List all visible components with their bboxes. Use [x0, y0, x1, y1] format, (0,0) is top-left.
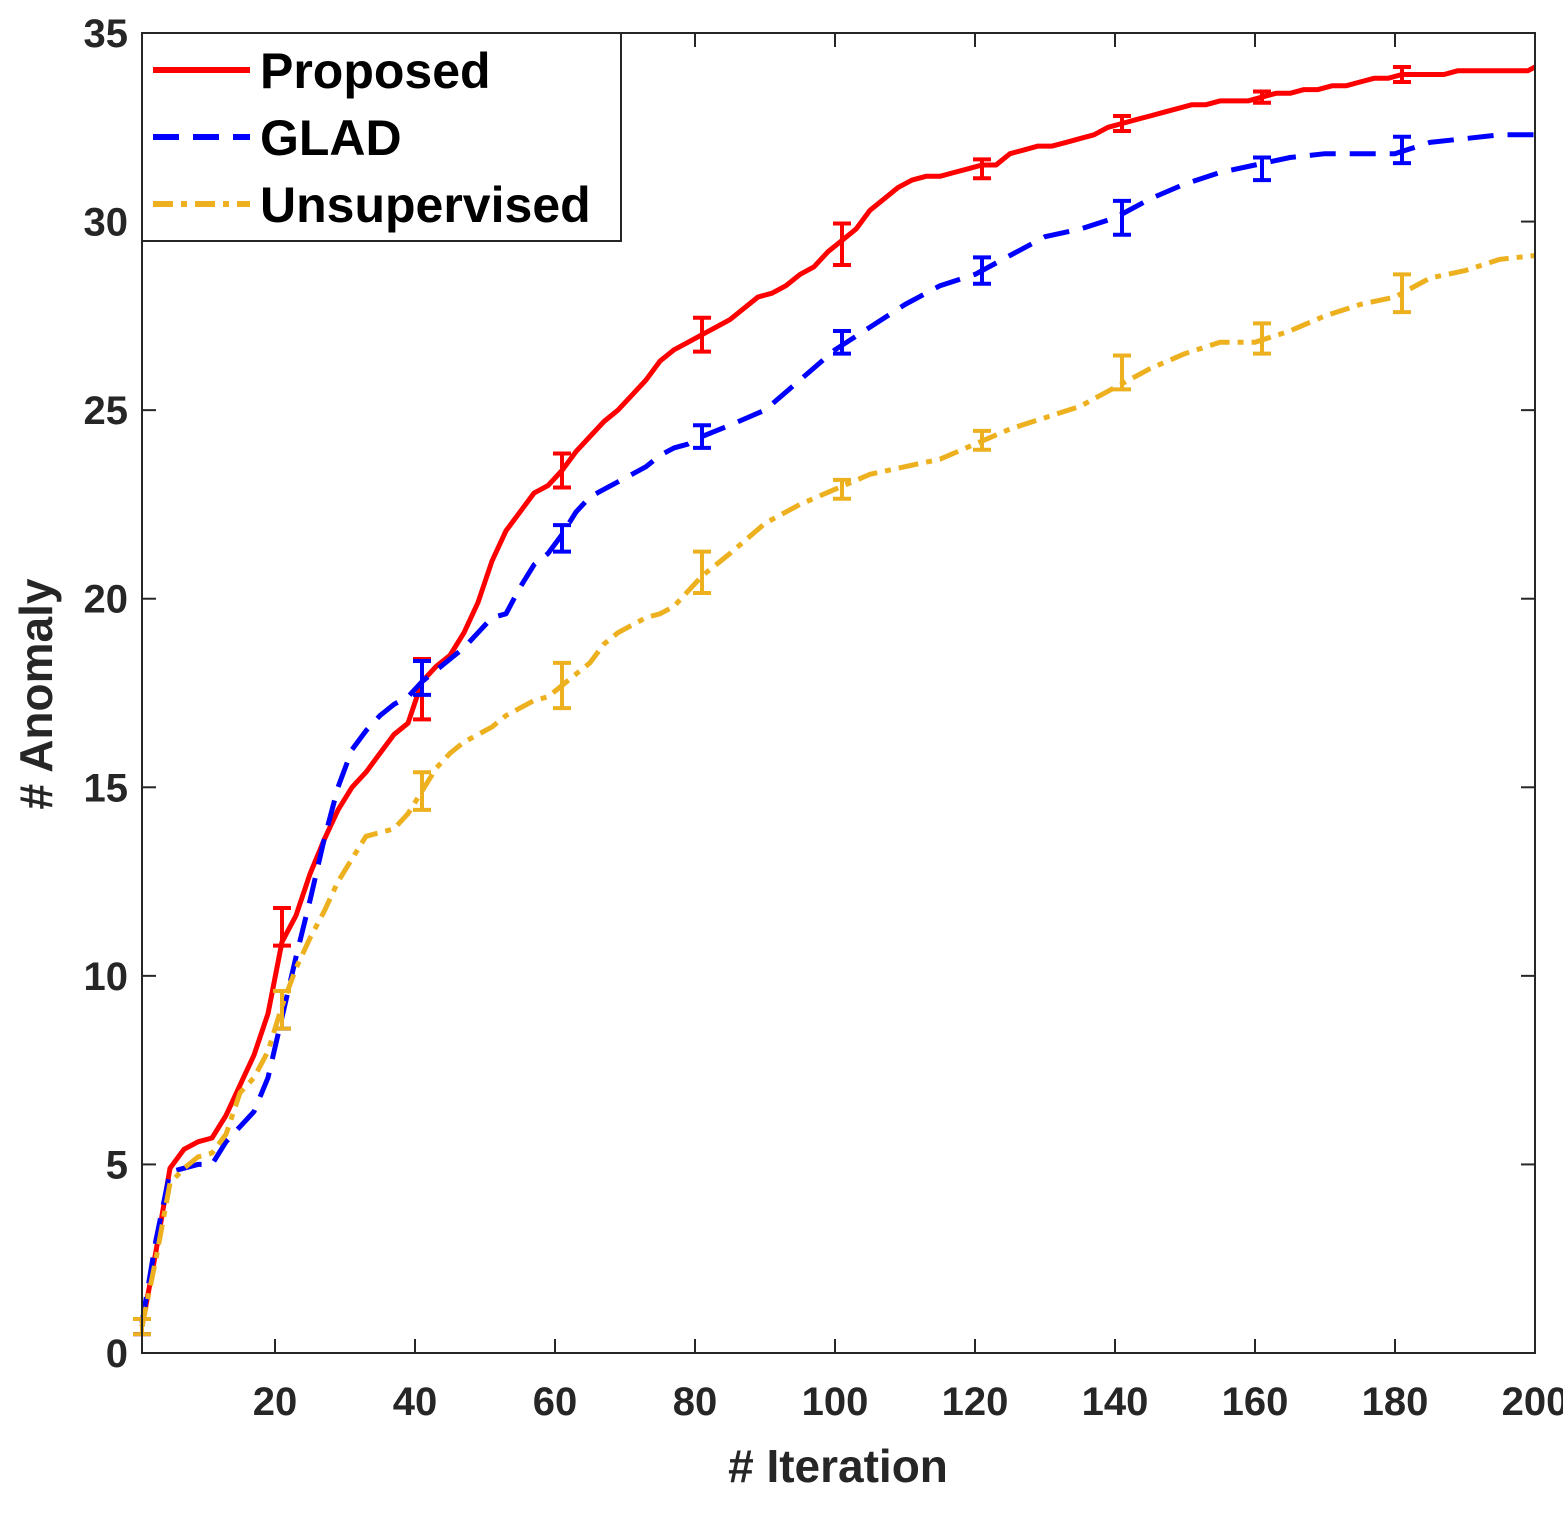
y-tick-label: 25	[84, 389, 129, 433]
error-bar-glad	[693, 423, 711, 450]
error-bar-glad	[833, 328, 851, 356]
x-tick-label: 120	[942, 1380, 1009, 1424]
axes-layer	[141, 32, 1536, 1354]
series-layer	[133, 64, 1537, 1337]
error-bar-proposed	[1393, 64, 1411, 85]
legend-item-unsupervised[interactable]: Unsupervised	[153, 177, 591, 233]
error-bar-unsupervised	[973, 428, 991, 452]
error-bar-glad	[973, 255, 991, 286]
error-bar-proposed	[553, 451, 571, 490]
error-bar-unsupervised	[413, 770, 431, 812]
y-axis-label: # Anomaly	[10, 578, 62, 809]
tick-labels: 20 40 60 80 100 120 140 160 180 200 0 5 10 15 20 25 30 35	[84, 12, 1563, 1424]
x-tick-label: 100	[802, 1380, 869, 1424]
error-bar-proposed	[273, 905, 291, 948]
error-bar-proposed	[693, 315, 711, 354]
error-bar-glad	[1113, 198, 1131, 237]
x-tick-label: 160	[1222, 1380, 1289, 1424]
y-tick-label: 10	[84, 955, 129, 999]
error-bar-proposed	[1113, 113, 1131, 134]
legend-label: GLAD	[260, 110, 402, 166]
error-bar-unsupervised	[1113, 353, 1131, 392]
y-tick-label: 30	[84, 201, 129, 245]
legend-item-proposed[interactable]: Proposed	[153, 43, 491, 99]
x-tick-label: 20	[253, 1380, 298, 1424]
y-tick-label: 15	[84, 766, 129, 810]
error-bar-unsupervised	[553, 660, 571, 711]
error-bar-unsupervised	[833, 477, 851, 501]
legend-label: Unsupervised	[260, 177, 591, 233]
y-tick-label: 5	[106, 1143, 128, 1187]
legend-item-glad[interactable]: GLAD	[153, 110, 402, 166]
plot-frame	[141, 32, 1536, 1354]
error-bar-glad	[1393, 134, 1411, 166]
x-tick-label: 60	[533, 1380, 578, 1424]
y-tick-label: 35	[84, 12, 129, 56]
error-bar-unsupervised	[273, 988, 291, 1031]
error-bar-glad	[1253, 155, 1271, 183]
x-tick-label: 80	[673, 1380, 718, 1424]
error-bar-proposed	[1253, 89, 1271, 105]
x-axis-label: # Iteration	[728, 1440, 948, 1492]
x-tick-label: 180	[1362, 1380, 1429, 1424]
error-bar-glad	[553, 523, 571, 554]
y-tick-label: 20	[84, 578, 129, 622]
error-bar-proposed	[973, 157, 991, 181]
y-tick-label: 0	[106, 1332, 128, 1376]
legend[interactable]: Proposed GLAD Unsupervised	[141, 32, 622, 242]
error-bar-unsupervised	[1253, 321, 1271, 356]
error-bar-glad	[413, 658, 431, 697]
error-bar-proposed	[833, 221, 851, 267]
series-line-unsupervised	[139, 253, 1536, 1328]
error-bar-unsupervised	[1393, 272, 1411, 315]
series-unsupervised	[133, 253, 1536, 1337]
x-tick-label: 200	[1502, 1380, 1563, 1424]
x-tick-label: 140	[1082, 1380, 1149, 1424]
legend-label: Proposed	[260, 43, 491, 99]
error-bar-unsupervised	[693, 549, 711, 596]
x-tick-label: 40	[393, 1380, 438, 1424]
